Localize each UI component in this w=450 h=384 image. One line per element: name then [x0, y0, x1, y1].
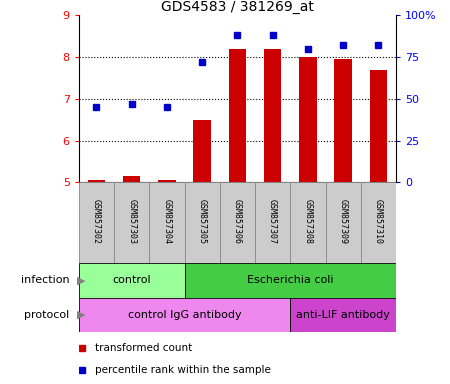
Text: Escherichia coli: Escherichia coli — [247, 275, 333, 285]
Bar — [88, 180, 105, 182]
Text: protocol: protocol — [24, 310, 70, 320]
Text: ▶: ▶ — [76, 310, 85, 320]
Bar — [299, 57, 317, 182]
Bar — [149, 182, 184, 263]
Bar — [79, 182, 114, 263]
Bar — [264, 49, 281, 182]
Bar — [229, 49, 246, 182]
Bar — [194, 120, 211, 182]
Bar — [79, 298, 290, 332]
Text: GSM857304: GSM857304 — [162, 199, 171, 243]
Bar — [184, 182, 220, 263]
Text: control IgG antibody: control IgG antibody — [128, 310, 241, 320]
Text: GSM857308: GSM857308 — [303, 199, 312, 243]
Bar — [361, 182, 396, 263]
Title: GDS4583 / 381269_at: GDS4583 / 381269_at — [161, 0, 314, 14]
Bar — [325, 182, 361, 263]
Text: GSM857307: GSM857307 — [268, 199, 277, 243]
Text: GSM857305: GSM857305 — [198, 199, 207, 243]
Bar — [123, 176, 140, 182]
Text: infection: infection — [21, 275, 70, 285]
Text: GSM857302: GSM857302 — [92, 199, 101, 243]
Text: control: control — [112, 275, 151, 285]
Bar — [220, 182, 255, 263]
Bar — [79, 263, 184, 298]
Bar — [184, 263, 396, 298]
Bar — [334, 59, 352, 182]
Text: GSM857306: GSM857306 — [233, 199, 242, 243]
Bar — [114, 182, 149, 263]
Text: transformed count: transformed count — [94, 343, 192, 353]
Bar — [290, 182, 325, 263]
Text: GSM857303: GSM857303 — [127, 199, 136, 243]
Bar — [255, 182, 290, 263]
Bar — [369, 70, 387, 182]
Text: GSM857309: GSM857309 — [339, 199, 348, 243]
Bar — [158, 180, 176, 182]
Text: percentile rank within the sample: percentile rank within the sample — [94, 366, 270, 376]
Text: anti-LIF antibody: anti-LIF antibody — [296, 310, 390, 320]
Text: GSM857310: GSM857310 — [374, 199, 383, 243]
Text: ▶: ▶ — [76, 275, 85, 285]
Bar — [290, 298, 396, 332]
